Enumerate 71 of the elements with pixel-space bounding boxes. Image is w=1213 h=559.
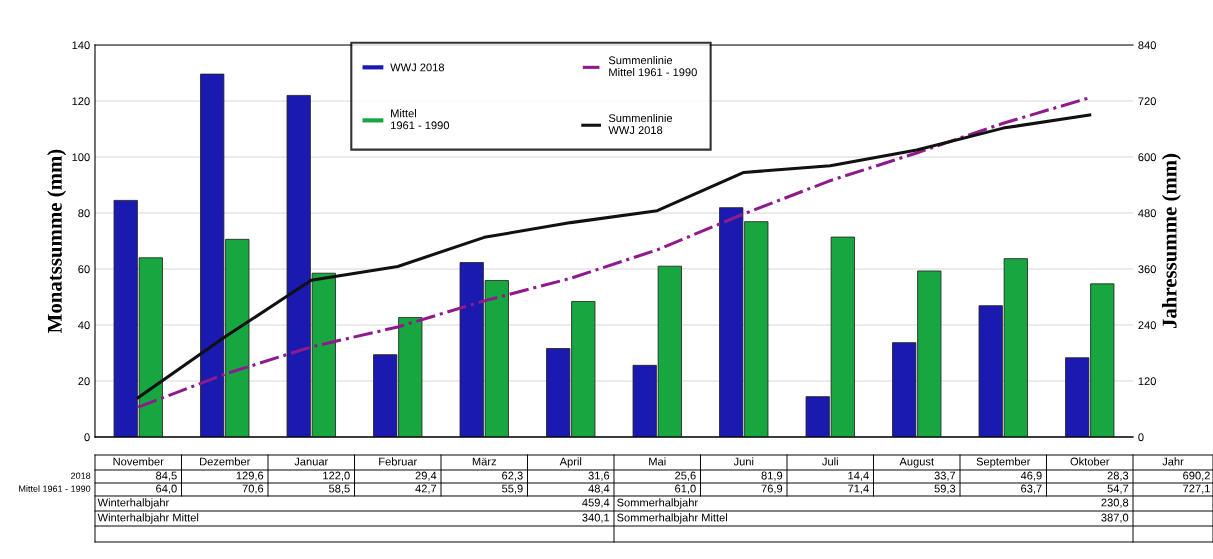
y-axis-title: Monatssumme (mm) xyxy=(47,149,67,333)
data-label: 55,9 xyxy=(502,484,523,494)
y-tick-label: 0 xyxy=(84,433,90,442)
text: 690,2 xyxy=(1183,471,1210,481)
x-tick-label: Februar xyxy=(379,457,418,466)
text: Sommerhalbjahr Mittel xyxy=(617,513,727,524)
text: Winterhalbjahr xyxy=(97,498,170,509)
data-label: 62,3 xyxy=(502,471,523,481)
x-tick-label: Oktober xyxy=(1070,457,1110,466)
data-label: 28,3 xyxy=(1107,471,1129,481)
y-tick-label: 60 xyxy=(78,265,90,274)
y2-tick-label: 480 xyxy=(1138,209,1156,218)
data-label: 58,5 xyxy=(329,484,350,494)
data-label: 84,5 xyxy=(156,471,177,481)
y-tick-label: 120 xyxy=(72,97,90,106)
text: 387,0 xyxy=(1101,513,1129,523)
legend-label: Summenlinie WWJ 2018 xyxy=(608,113,673,135)
data-label: 14,4 xyxy=(848,471,869,481)
data-label: 64,0 xyxy=(156,484,177,494)
y2-tick-label: 240 xyxy=(1138,321,1156,330)
x-tick-label: September xyxy=(976,457,1031,468)
text: 230,8 xyxy=(1101,498,1129,508)
x-tick-label: Juli xyxy=(822,457,838,466)
y-tick-label: 100 xyxy=(72,153,90,162)
data-label: 129,6 xyxy=(236,471,264,481)
data-label: 54,7 xyxy=(1107,484,1129,494)
data-label: 70,6 xyxy=(242,484,264,494)
text: 727,1 xyxy=(1183,484,1210,494)
data-label: 25,6 xyxy=(675,471,696,481)
y-tick-label: 40 xyxy=(78,321,90,330)
text: Winterhalbjahr Mittel xyxy=(97,513,199,524)
data-label: 122,0 xyxy=(323,471,350,481)
data-label: 29,4 xyxy=(415,471,437,481)
y-tick-label: 140 xyxy=(72,41,90,50)
y-tick-label: 20 xyxy=(78,377,90,386)
x-tick-label: Mai xyxy=(649,457,666,466)
y2-tick-label: 0 xyxy=(1138,433,1144,442)
data-label: 59,3 xyxy=(934,484,956,494)
y2-tick-label: 120 xyxy=(1138,377,1156,386)
y-tick-label: 80 xyxy=(78,209,90,218)
data-label: 48,4 xyxy=(588,484,610,494)
legend-label: Summenlinie Mittel 1961 - 1990 xyxy=(608,56,697,77)
y2-tick-label: 840 xyxy=(1138,41,1156,50)
x-tick-label: Januar xyxy=(294,457,329,466)
data-label: 76,9 xyxy=(761,484,783,494)
x-tick-label: November xyxy=(113,457,164,466)
data-label: 63,7 xyxy=(1021,484,1042,494)
y2-tick-label: 720 xyxy=(1138,97,1156,106)
y2-tick-label: 360 xyxy=(1138,265,1156,274)
text: Jahr xyxy=(1162,457,1184,466)
data-label: 81,9 xyxy=(761,471,783,481)
x-tick-label: Dezember xyxy=(200,457,251,466)
x-tick-label: April xyxy=(559,457,582,468)
legend-label: WWJ 2018 xyxy=(390,63,445,72)
x-tick-label: März xyxy=(472,457,497,466)
x-tick-label: Juni xyxy=(733,457,754,466)
data-label: 71,4 xyxy=(848,484,869,494)
data-label: 33,7 xyxy=(934,471,956,481)
text: Mittel 1961 - 1990 xyxy=(19,485,91,492)
data-label: 31,6 xyxy=(588,471,610,481)
y2-axis-title: Jahressumme (mm) xyxy=(1161,153,1181,329)
text: 459,4 xyxy=(582,498,610,508)
data-label: 46,9 xyxy=(1020,471,1042,481)
text: Sommerhalbjahr xyxy=(617,498,698,509)
text: 2018 xyxy=(71,472,91,479)
data-label: 61,0 xyxy=(675,484,696,494)
text: 340,1 xyxy=(582,513,610,523)
legend-label: Mittel 1961 - 1990 xyxy=(391,109,450,130)
x-tick-label: August xyxy=(899,457,934,468)
data-label: 42,7 xyxy=(415,484,437,494)
y2-tick-label: 600 xyxy=(1138,153,1156,162)
